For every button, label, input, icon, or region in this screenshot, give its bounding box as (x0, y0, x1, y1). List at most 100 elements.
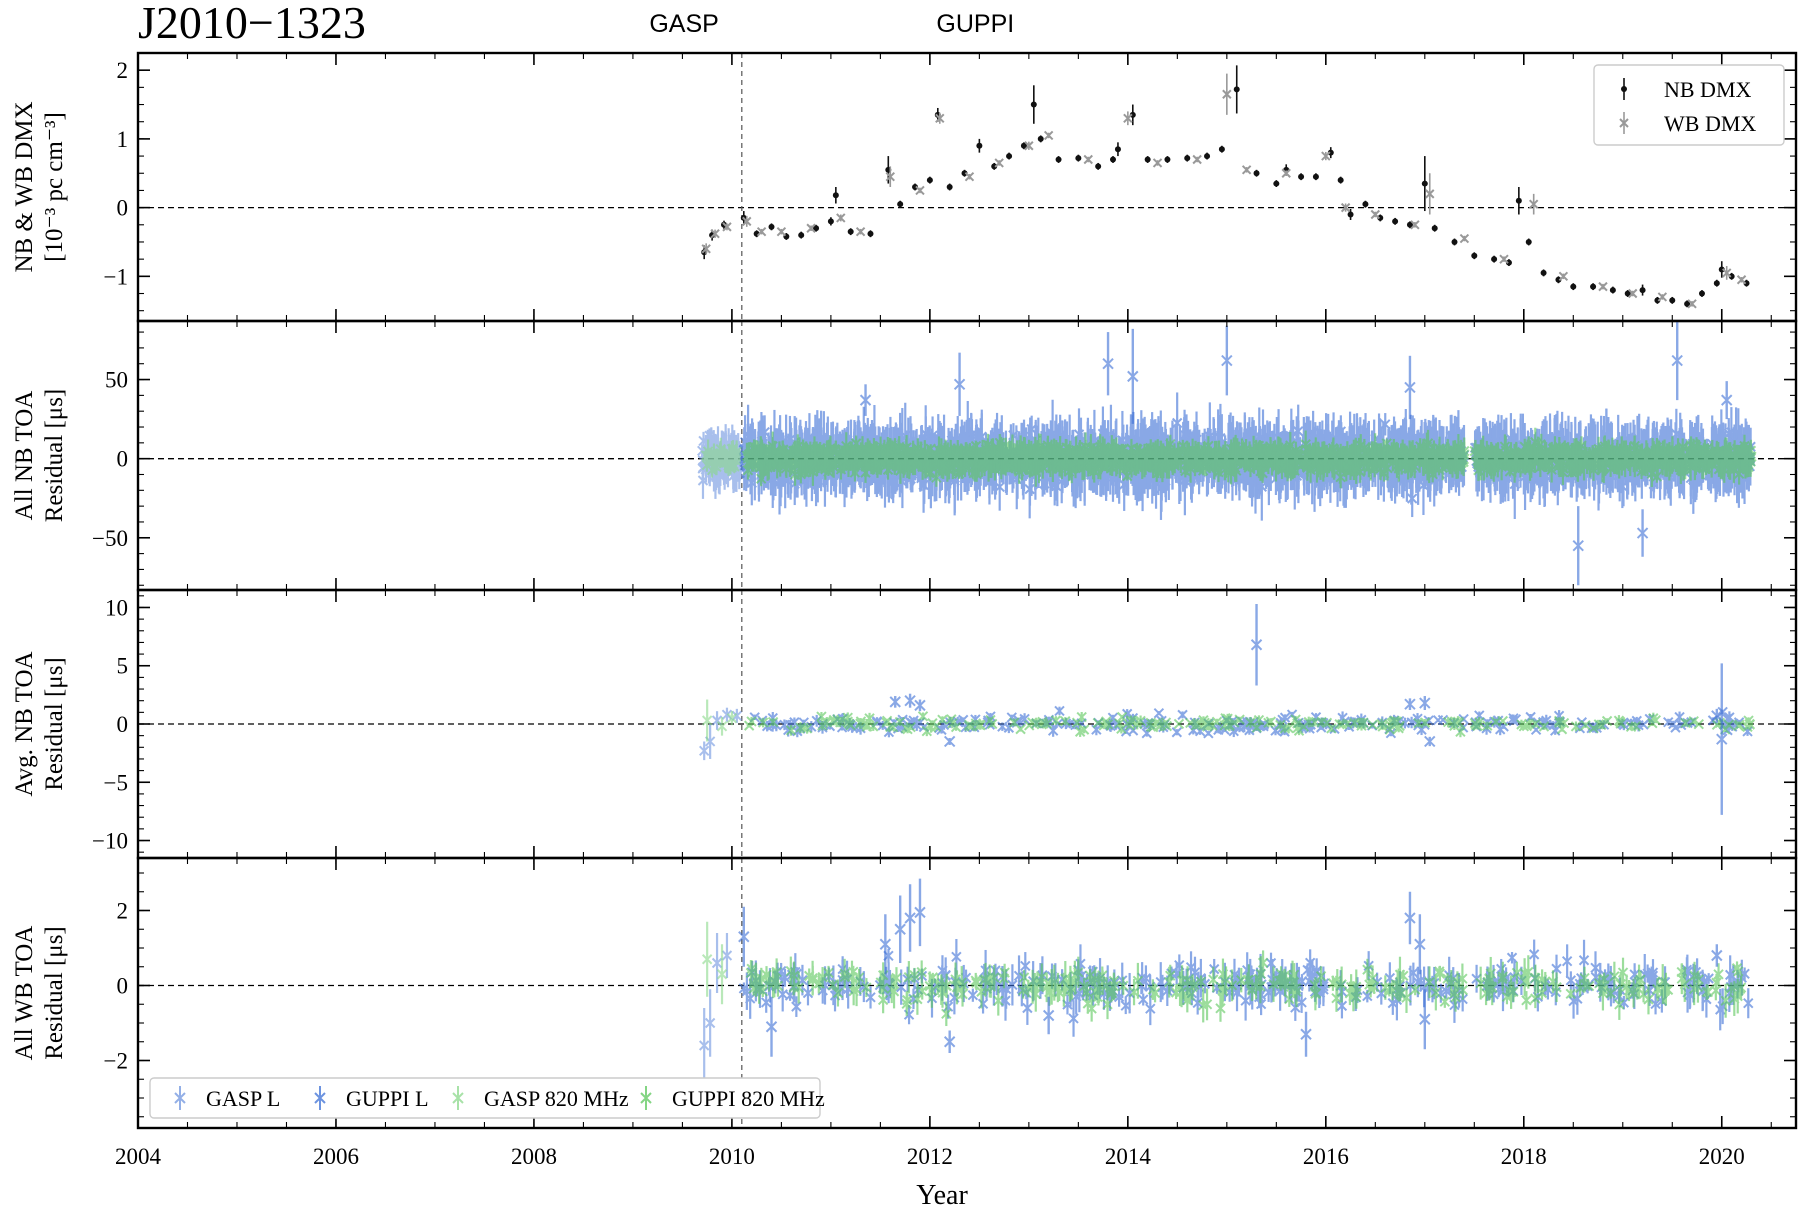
data-point (1083, 154, 1093, 165)
data-point (1459, 233, 1470, 244)
data-point (1590, 283, 1597, 290)
data-point (1525, 238, 1532, 245)
data-point (1713, 280, 1720, 287)
data-point (1515, 197, 1522, 204)
data-point (1528, 199, 1539, 209)
data-point (1743, 280, 1750, 287)
data-point (832, 192, 839, 199)
data-point (1321, 151, 1331, 161)
data-point (1233, 86, 1240, 93)
data-point (1471, 252, 1478, 259)
data-point (1362, 201, 1369, 208)
data-point (1024, 141, 1034, 151)
data-point (885, 171, 895, 182)
y-tick-label: 2 (117, 58, 129, 83)
data-point (1598, 281, 1608, 292)
data-point (1020, 142, 1027, 149)
data-point (1491, 256, 1498, 263)
data-point (1222, 89, 1232, 99)
data-point (1298, 173, 1305, 180)
data-point (1609, 287, 1616, 294)
data-point (1192, 154, 1202, 165)
data-point (1075, 155, 1082, 162)
data-point (1030, 101, 1037, 108)
data-point (1110, 156, 1117, 163)
data-point (1312, 173, 1319, 180)
data-point (1095, 163, 1102, 170)
data-point (1654, 297, 1661, 304)
data-point (1055, 156, 1062, 163)
y-tick-label: 0 (117, 196, 129, 221)
data-point (768, 223, 775, 230)
data-point (912, 184, 919, 190)
data-point (1722, 268, 1732, 278)
data-point (1386, 478, 1397, 489)
data-point (1451, 238, 1458, 245)
data-point (1669, 297, 1676, 304)
data-point (806, 223, 816, 233)
data-point (1431, 225, 1438, 232)
data-point (798, 232, 805, 239)
data-point (873, 473, 884, 484)
data-point (1129, 111, 1136, 118)
data-point (897, 201, 904, 208)
data-point (1410, 220, 1420, 230)
data-point (1570, 283, 1577, 290)
backend-label-gasp: GASP (649, 10, 719, 38)
data-point (1736, 275, 1747, 285)
data-point (1499, 254, 1509, 264)
data-point (1273, 180, 1280, 187)
y-axis-label: NB & WB DMX [10⁻³ pc cm⁻³] (11, 101, 68, 272)
data-point (722, 222, 732, 232)
y-axis-label-line1: NB & WB DMX (11, 101, 38, 272)
data-point (1370, 209, 1381, 220)
series-wb-dmx (701, 73, 1747, 309)
data-point (1657, 292, 1668, 302)
data-point (776, 226, 787, 237)
data-point (1627, 288, 1638, 299)
data-point (1171, 417, 1183, 429)
data-point (1164, 156, 1171, 163)
plot-area-dmx (138, 53, 1796, 321)
data-point (935, 113, 945, 123)
figure-title: J2010−1323 (138, 0, 366, 48)
data-point (1392, 218, 1399, 225)
data-point (836, 213, 846, 223)
legend-box (1593, 64, 1785, 146)
data-point (756, 226, 767, 237)
data-point (1728, 273, 1735, 280)
data-point (1327, 149, 1334, 156)
data-point (976, 142, 983, 149)
y-tick-label: −1 (104, 264, 128, 289)
data-point (1123, 113, 1133, 123)
data-point (946, 184, 953, 190)
data-point (961, 170, 968, 177)
data-point (1006, 153, 1013, 160)
data-point (1540, 269, 1547, 276)
panel-frame (136, 51, 1798, 323)
legend-marker (1621, 86, 1627, 92)
data-point (1558, 271, 1569, 282)
data-point (1684, 300, 1691, 307)
data-point (1698, 290, 1705, 297)
data-point (1024, 483, 1035, 495)
data-point (1380, 419, 1391, 430)
data-point (698, 435, 709, 447)
data-point (855, 226, 866, 237)
data-point (1377, 214, 1384, 221)
legend-dmx: NB DMX WB DMX (1593, 64, 1785, 146)
data-point (964, 171, 975, 182)
data-point (710, 229, 720, 239)
legend-marker (1619, 118, 1629, 128)
data-point (847, 228, 854, 235)
data-point (1406, 221, 1413, 228)
data-point (1639, 287, 1646, 294)
data-point (1505, 259, 1512, 266)
legend-label: NB DMX (1664, 77, 1752, 102)
data-point (867, 230, 874, 237)
data-point (994, 158, 1004, 168)
series-nb-dmx (701, 65, 1750, 308)
data-point (1043, 130, 1054, 141)
